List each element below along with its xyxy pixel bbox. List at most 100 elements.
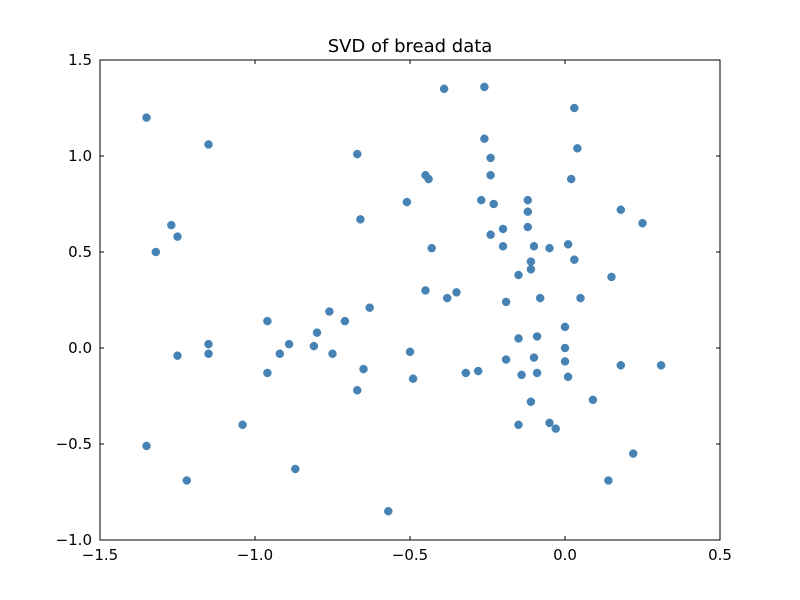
- data-point: [480, 134, 489, 143]
- data-point: [535, 293, 545, 303]
- x-axis-tick-labels: −1.5 −1.0 −0.5 0.0 0.5: [82, 546, 732, 564]
- data-point: [616, 205, 626, 215]
- data-point: [480, 82, 489, 92]
- x-tick-label: 0.0: [553, 546, 577, 564]
- data-point: [563, 240, 573, 249]
- axis-ticks: [99, 59, 721, 541]
- data-point: [514, 420, 523, 430]
- data-point: [560, 322, 570, 332]
- data-point: [560, 343, 570, 353]
- data-point: [570, 103, 579, 113]
- x-tick-label: −0.5: [392, 546, 428, 564]
- data-point: [607, 272, 616, 282]
- y-tick-label: 1.5: [68, 51, 92, 69]
- data-point: [142, 113, 151, 122]
- data-point: [526, 397, 536, 407]
- data-point: [551, 424, 560, 433]
- data-point: [532, 368, 542, 378]
- data-point: [340, 316, 350, 326]
- data-point: [560, 357, 570, 366]
- data-point: [523, 195, 533, 205]
- data-point: [523, 222, 533, 232]
- x-tick-label: −1.5: [82, 546, 118, 564]
- data-point: [477, 195, 486, 205]
- data-point: [263, 316, 272, 326]
- data-point: [573, 144, 582, 153]
- data-point: [353, 149, 362, 159]
- data-point: [486, 230, 495, 239]
- data-point: [628, 449, 638, 458]
- data-point: [566, 174, 576, 184]
- data-point: [325, 307, 334, 316]
- data-point: [291, 464, 300, 474]
- data-point: [461, 368, 471, 378]
- data-point: [309, 341, 319, 351]
- data-point: [204, 349, 213, 359]
- data-point: [452, 288, 461, 297]
- y-tick-label: 1.0: [68, 147, 92, 165]
- data-point: [498, 224, 508, 234]
- data-point: [204, 339, 213, 349]
- data-point: [365, 303, 374, 312]
- data-point: [486, 170, 495, 180]
- data-point: [526, 257, 536, 266]
- data-point: [408, 374, 418, 383]
- data-point: [353, 385, 362, 395]
- plot-area-frame: [99, 59, 721, 541]
- data-point: [501, 355, 511, 364]
- data-point: [384, 506, 393, 516]
- data-point: [532, 332, 542, 341]
- data-point: [604, 476, 613, 485]
- y-tick-label: 0.0: [68, 339, 92, 357]
- data-point: [442, 293, 452, 303]
- y-tick-label: −0.5: [56, 435, 92, 453]
- data-point: [424, 174, 433, 184]
- data-point: [263, 368, 272, 378]
- data-point: [421, 286, 430, 295]
- data-point: [514, 270, 523, 280]
- y-tick-label: 0.5: [68, 243, 92, 261]
- data-point: [439, 84, 449, 94]
- data-point: [563, 372, 573, 382]
- data-point: [529, 241, 539, 251]
- x-tick-label: −1.0: [237, 546, 273, 564]
- data-point: [402, 197, 412, 207]
- y-axis-tick-labels: −1.0 −0.5 0.0 0.5 1.0 1.5: [56, 51, 92, 549]
- data-point: [656, 361, 666, 370]
- data-point: [514, 334, 523, 343]
- data-point: [489, 199, 498, 209]
- y-tick-label: −1.0: [56, 531, 92, 549]
- data-point: [523, 207, 533, 216]
- data-point: [616, 361, 626, 370]
- data-point: [173, 232, 182, 241]
- data-point: [529, 353, 539, 362]
- data-point: [405, 347, 415, 357]
- data-point: [275, 349, 285, 359]
- data-point: [356, 215, 365, 224]
- data-point: [526, 265, 536, 274]
- data-point: [486, 153, 495, 163]
- data-point: [473, 366, 483, 376]
- data-point: [312, 328, 322, 337]
- data-point: [167, 220, 176, 230]
- data-point: [517, 370, 526, 380]
- data-point: [142, 441, 151, 451]
- data-point: [427, 243, 436, 253]
- data-point: [238, 420, 247, 430]
- data-point: [498, 241, 508, 251]
- data-points: [142, 82, 666, 516]
- data-point: [588, 395, 598, 405]
- chart-title: SVD of bread data: [328, 36, 493, 57]
- data-point: [173, 351, 182, 360]
- data-point: [151, 247, 161, 257]
- data-point: [576, 293, 585, 303]
- data-point: [328, 349, 337, 359]
- data-point: [182, 476, 192, 485]
- x-tick-label: 0.5: [708, 546, 732, 564]
- data-point: [545, 418, 554, 428]
- data-point: [501, 297, 511, 307]
- data-point: [545, 243, 554, 253]
- data-point: [638, 218, 647, 228]
